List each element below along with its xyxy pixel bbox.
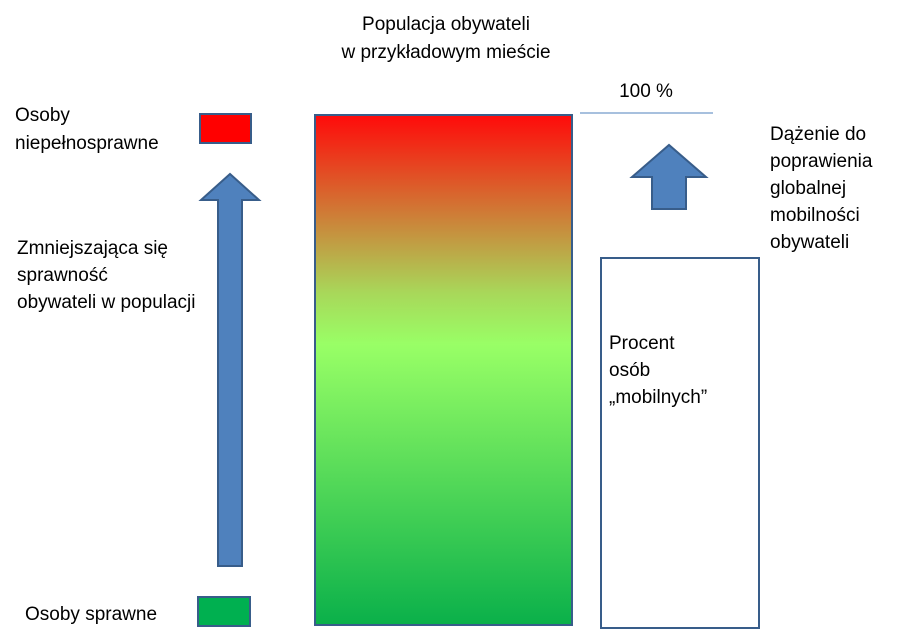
population-bar — [314, 114, 573, 626]
text-line: mobilności — [770, 205, 860, 226]
text-line: Procent — [609, 333, 675, 354]
text-line: w przykładowym mieście — [340, 42, 550, 63]
text-line: osób — [609, 360, 650, 381]
text-line: Populacja obywateli — [362, 14, 530, 35]
disabled-label: Osoby niepełnosprawne — [15, 105, 159, 154]
title: Populacja obywateli w przykładowym mieści… — [340, 14, 550, 63]
able-swatch — [197, 596, 251, 627]
box-text: Procent osób „mobilnych” — [609, 333, 707, 408]
text-line: poprawienia — [770, 151, 873, 172]
disabled-swatch — [199, 113, 252, 144]
text-line: obywateli — [770, 232, 849, 253]
text-line: Zmniejszająca się — [17, 238, 168, 259]
text-line: sprawność — [17, 265, 108, 286]
top-label: 100 % — [619, 81, 673, 102]
able-label: Osoby sprawne — [25, 604, 157, 625]
up-arrow — [629, 143, 709, 210]
mobile-box — [600, 257, 760, 629]
text-line: globalnej — [770, 178, 846, 199]
text-line: Dążenie do — [770, 124, 866, 145]
text-line: obywateli w populacji — [17, 292, 196, 313]
left-text: Zmniejszająca się sprawność obywateli w p… — [17, 238, 196, 313]
right-text: Dążenie do poprawienia globalnej mobilności… — [770, 124, 873, 253]
text-line: „mobilnych” — [609, 387, 707, 408]
left-arrow — [198, 172, 262, 567]
text-line: niepełnosprawne — [15, 133, 159, 154]
text-line: Osoby — [15, 105, 70, 126]
